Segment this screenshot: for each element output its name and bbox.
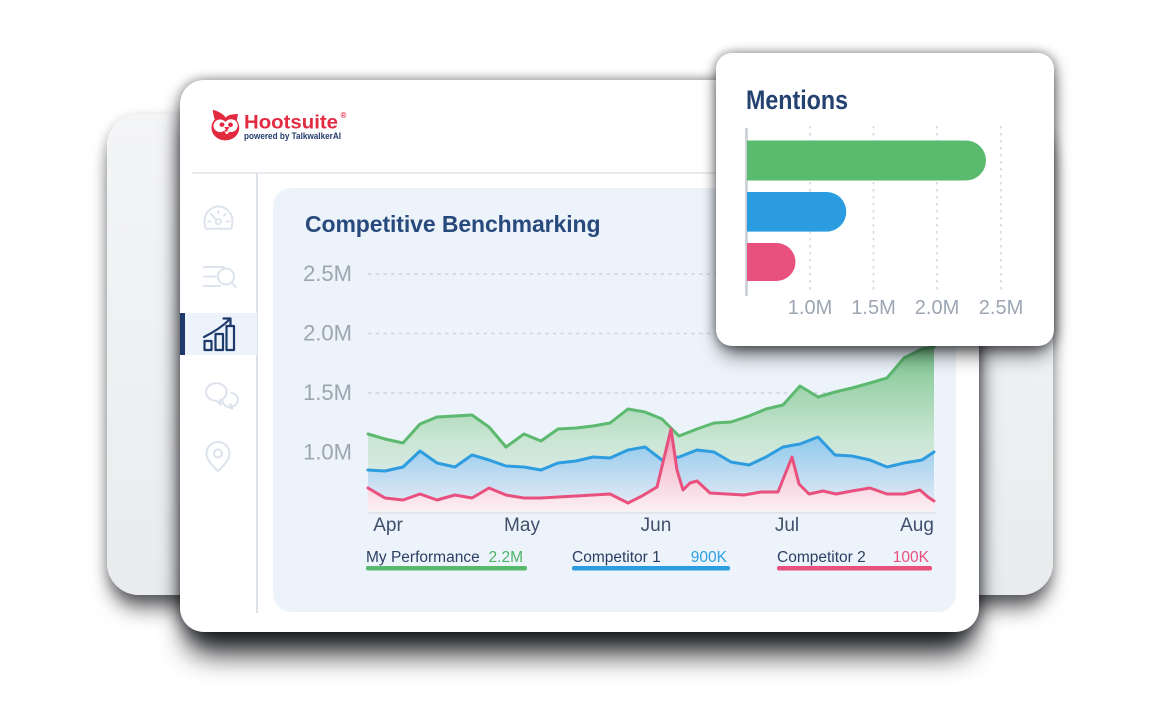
svg-text:1.0M: 1.0M: [788, 297, 832, 319]
svg-text:2.5M: 2.5M: [979, 297, 1023, 319]
svg-text:Hootsuite: Hootsuite: [244, 113, 338, 134]
svg-text:powered by TalkwalkerAI: powered by TalkwalkerAI: [244, 131, 341, 141]
svg-text:1.5M: 1.5M: [851, 297, 895, 319]
svg-text:2.0M: 2.0M: [915, 297, 959, 319]
svg-text:®: ®: [341, 111, 347, 120]
svg-text:Mentions: Mentions: [746, 85, 848, 115]
